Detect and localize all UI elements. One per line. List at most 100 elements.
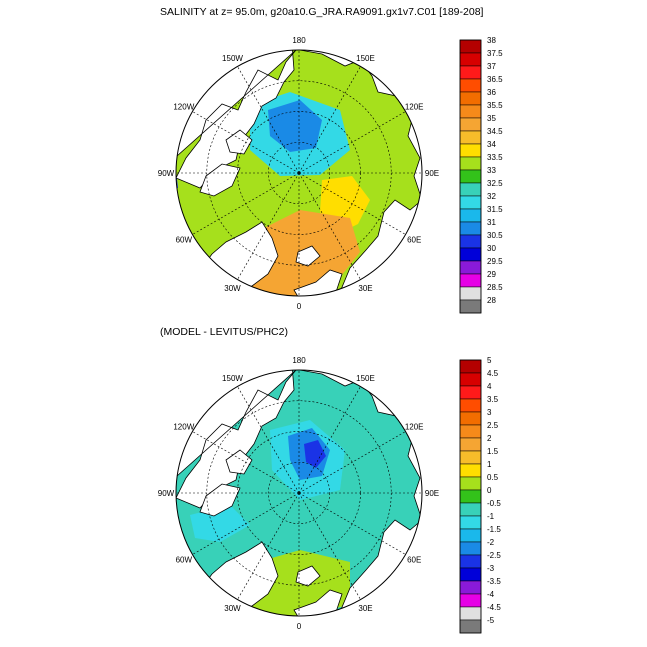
meridian-line	[237, 172, 300, 280]
longitude-label-wnw: 120W	[173, 103, 194, 112]
colorbar-swatch	[459, 182, 482, 197]
colorbar-swatch	[459, 450, 482, 465]
colorbar-tick-label: -3	[487, 564, 495, 573]
colorbar-swatch	[459, 398, 482, 413]
colorbar-swatch	[459, 247, 482, 262]
longitude-label-s: 0	[297, 622, 302, 631]
meridian-line	[192, 431, 300, 494]
colorbar-tick-label: 37	[487, 62, 496, 71]
colorbar-swatch	[459, 39, 482, 54]
colorbar-swatch	[459, 91, 482, 106]
colorbar-tick-label: -2	[487, 538, 495, 547]
colorbar-swatch	[459, 528, 482, 543]
colorbar-tick-label: 29.5	[487, 257, 503, 266]
colorbar-swatch	[459, 273, 482, 288]
colorbar-tick-label: 34	[487, 140, 496, 149]
colorbar-frame	[459, 359, 482, 634]
colorbar-tick-label: -5	[487, 616, 495, 625]
colorbar-tick-label: 0.5	[487, 473, 499, 482]
longitude-labels: 180 150E 120E 90E 60E 30E 0 30W 60W 90W 120W 150W	[158, 36, 439, 311]
meridian-line	[298, 386, 361, 494]
longitude-label-wnw: 120W	[173, 423, 194, 432]
longitude-label-w: 90W	[158, 489, 175, 498]
longitude-label-s: 0	[297, 302, 302, 311]
colorbar-tick-label: 33	[487, 166, 496, 175]
colorbar-tick-label: -0.5	[487, 499, 501, 508]
meridian-line	[298, 492, 361, 600]
meridian-line	[298, 172, 406, 235]
meridian-line	[298, 66, 361, 174]
lat-lon-grid	[176, 50, 422, 296]
bottom-panel-title: (MODEL - LEVITUS/PHC2)	[160, 326, 288, 338]
colorbar-tick-label: -4	[487, 590, 495, 599]
colorbar-swatch	[459, 78, 482, 93]
longitude-labels: 180 150E 120E 90E 60E 30E 0 30W 60W 90W 120W 150W	[158, 356, 439, 631]
colorbar-swatch	[459, 476, 482, 491]
colorbar-tick-label: 30	[487, 244, 496, 253]
colorbar-swatch	[459, 130, 482, 145]
colorbar-tick-label: 5	[487, 356, 492, 365]
longitude-label-nw: 150W	[222, 54, 243, 63]
meridian-line	[298, 431, 406, 494]
longitude-label-n: 180	[292, 36, 306, 45]
meridian-line	[192, 492, 300, 555]
latitude-circle	[267, 461, 331, 525]
colorbar-tick-label: 1	[487, 460, 492, 469]
land-polygon	[295, 245, 321, 267]
longitude-label-wsw: 60W	[176, 236, 193, 245]
colorbar-tick-label: -3.5	[487, 577, 501, 586]
colorbar-swatch	[459, 463, 482, 478]
longitude-label-ne: 150E	[356, 374, 375, 383]
colorbar-tick-label: 4.5	[487, 369, 499, 378]
difference-region-core	[304, 440, 326, 468]
colorbar-tick-label: 32.5	[487, 179, 503, 188]
colorbar-tick-label: 31.5	[487, 205, 503, 214]
longitude-label-nw: 150W	[222, 374, 243, 383]
colorbar-swatch	[459, 593, 482, 608]
colorbar-swatch	[459, 580, 482, 595]
colorbar-swatch	[459, 52, 482, 67]
land-polygon	[199, 483, 241, 517]
longitude-label-w: 90W	[158, 169, 175, 178]
colorbar-tick-label: 28.5	[487, 283, 503, 292]
colorbar-tick-label: 1.5	[487, 447, 499, 456]
top-salinity-map: 180 150E 120E 90E 60E 30E 0 30W 60W 90W 120W 150W 3…	[158, 36, 503, 314]
colorbar-swatch	[459, 169, 482, 184]
longitude-label-se: 30E	[358, 604, 372, 613]
colorbar-tick-label: 35.5	[487, 101, 503, 110]
colorbar-swatch	[459, 619, 482, 634]
colorbar-swatch	[459, 234, 482, 249]
colorbar-tick-label: 33.5	[487, 153, 503, 162]
colorbar-tick-label: -1.5	[487, 525, 501, 534]
longitude-label-sw: 30W	[224, 284, 241, 293]
top-panel-title: SALINITY at z= 95.0m, g20a10.G_JRA.RA909…	[160, 6, 484, 18]
colorbar-swatch	[459, 299, 482, 314]
colorbar-swatch	[459, 117, 482, 132]
colorbar-tick-label: 31	[487, 218, 496, 227]
colorbar-frame	[459, 39, 482, 314]
difference-region-baffin	[190, 505, 250, 542]
colorbar-swatch	[459, 359, 482, 374]
meridian-line	[298, 111, 406, 174]
longitude-label-n: 180	[292, 356, 306, 365]
colorbar-tick-label: 4	[487, 382, 492, 391]
longitude-label-e: 90E	[425, 489, 439, 498]
colorbar-swatch	[459, 195, 482, 210]
colorbar-swatch	[459, 143, 482, 158]
colorbar-tick-label: 3	[487, 408, 492, 417]
longitude-label-ene: 120E	[405, 423, 424, 432]
colorbar-swatch	[459, 411, 482, 426]
meridian-line	[192, 172, 300, 235]
latitude-circle	[267, 141, 331, 205]
bottom-difference-map: 180 150E 120E 90E 60E 30E 0 30W 60W 90W 120W 150W 5…	[158, 356, 501, 634]
longitude-label-ene: 120E	[405, 103, 424, 112]
colorbar-tick-label: 28	[487, 296, 496, 305]
colorbar-tick-label: 32	[487, 192, 496, 201]
colorbar-swatch	[459, 208, 482, 223]
longitude-label-e: 90E	[425, 169, 439, 178]
colorbar-swatch	[459, 260, 482, 275]
colorbar-swatch	[459, 65, 482, 80]
colorbar-swatch	[459, 156, 482, 171]
meridian-line	[192, 111, 300, 174]
colorbar-tick-label: 34.5	[487, 127, 503, 136]
